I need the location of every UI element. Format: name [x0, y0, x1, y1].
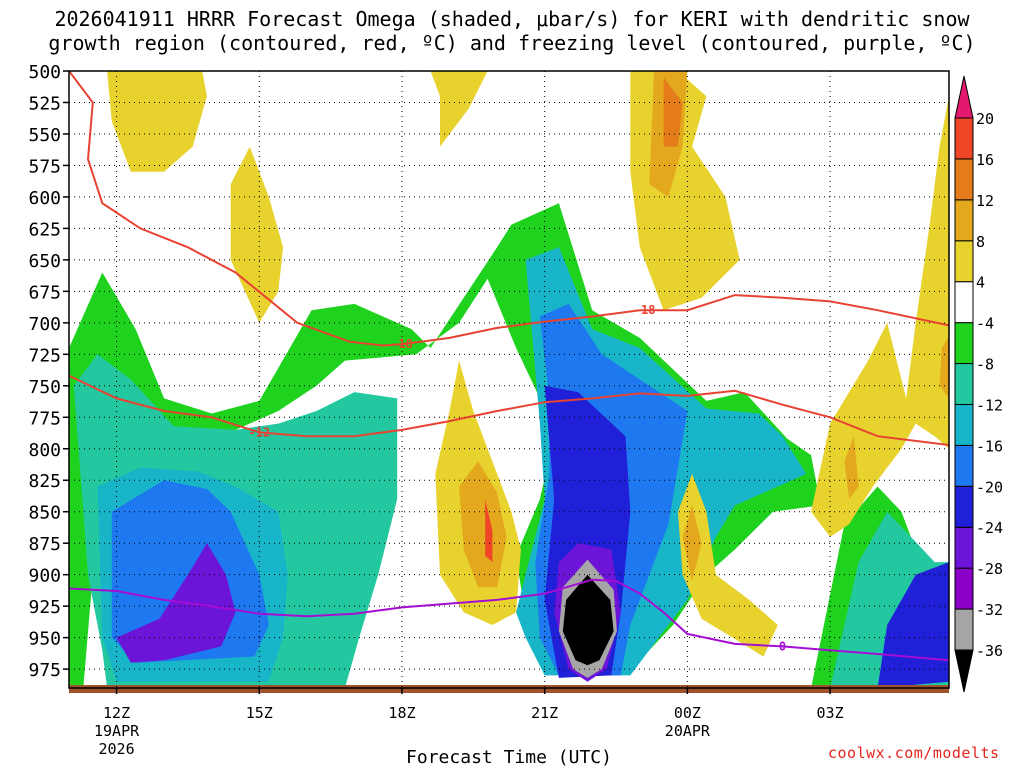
y-tick-label: 525	[28, 93, 61, 114]
y-tick-label: 825	[28, 471, 61, 492]
plot-frame	[68, 70, 950, 689]
contour-label: -18	[634, 303, 656, 317]
x-tick-label: 18Z	[388, 704, 415, 722]
y-tick-label: 650	[28, 251, 61, 272]
y-tick-label: 575	[28, 156, 61, 177]
source-footer: coolwx.com/modelts	[828, 744, 1000, 762]
colorbar-swatch	[954, 322, 974, 365]
colorbar-label: 8	[976, 233, 985, 251]
colorbar-label: -24	[976, 519, 1003, 537]
y-tick-label: 500	[28, 62, 61, 83]
colorbar-label: -12	[976, 396, 1003, 414]
omega-region-orange-right-lower	[682, 505, 702, 581]
colorbar-label: -4	[976, 315, 994, 333]
colorbar-min-triangle	[954, 649, 974, 693]
ground-surface-bar	[69, 685, 949, 693]
colorbar-swatch	[954, 485, 974, 528]
omega-region-orange-center	[459, 461, 507, 588]
y-tick-label: 950	[28, 629, 61, 650]
omega-region-yellow-mid	[230, 146, 284, 323]
omega-region-yellow-right-lower	[677, 473, 778, 657]
colorbar-label: -28	[976, 560, 1003, 578]
y-tick-label: 675	[28, 282, 61, 303]
x-axis-label: Forecast Time (UTC)	[406, 747, 612, 768]
chart-title-line-2: growth region (contoured, red, ºC) and f…	[48, 31, 976, 55]
colorbar-label: 16	[976, 151, 994, 169]
omega-region-orange-right-edge	[844, 436, 859, 500]
colorbar-label: -16	[976, 437, 1003, 455]
colorbar-label: -8	[976, 356, 994, 374]
y-tick-label: 925	[28, 597, 61, 618]
colorbar-swatch	[954, 403, 974, 446]
y-tick-label: 775	[28, 408, 61, 429]
y-tick-label: 625	[28, 219, 61, 240]
contour-label: -12	[248, 425, 270, 439]
colorbar-label: 20	[976, 110, 994, 128]
y-tick-label: 600	[28, 188, 61, 209]
y-tick-label: 550	[28, 125, 61, 146]
omega-region-yellow-topleft	[107, 71, 207, 172]
y-tick-label: 875	[28, 534, 61, 555]
omega-region-darkorange-topright	[663, 77, 683, 147]
colorbar-max-triangle	[954, 75, 974, 119]
y-tick-label: 725	[28, 345, 61, 366]
contour-label: -18	[391, 337, 413, 351]
colorbar-label: -36	[976, 642, 1003, 660]
x-tick-label: 00Z	[674, 704, 701, 722]
omega-region-yellow-right-edge	[811, 96, 949, 537]
contour-label: 0	[779, 639, 786, 653]
colorbar-swatch	[954, 567, 974, 610]
y-tick-label: 900	[28, 566, 61, 587]
colorbar-label: -20	[976, 478, 1003, 496]
x-tick-date-label: 20APR	[665, 722, 711, 740]
x-tick-label: 03Z	[817, 704, 844, 722]
contour-line	[69, 374, 949, 446]
colorbar-swatch	[954, 158, 974, 201]
contour-line	[69, 71, 949, 347]
omega-region-orange-right-edge2	[939, 335, 949, 399]
colorbar-label: 4	[976, 274, 985, 292]
colorbar-swatch	[954, 608, 974, 651]
x-tick-label: 12Z	[103, 704, 130, 722]
chart-title-line-1: 2026041911 HRRR Forecast Omega (shaded, …	[54, 7, 970, 31]
contour-line	[69, 578, 949, 662]
y-tick-label: 700	[28, 314, 61, 335]
colorbar-swatch	[954, 281, 974, 324]
colorbar-swatch	[954, 444, 974, 487]
colorbar-swatch	[954, 526, 974, 569]
y-tick-label: 800	[28, 440, 61, 461]
omega-region-purple-left	[116, 543, 236, 663]
y-tick-label: 750	[28, 377, 61, 398]
colorbar-swatch	[954, 199, 974, 242]
omega-region-red-center	[485, 499, 493, 563]
colorbar-swatch	[954, 363, 974, 405]
x-tick-label: 15Z	[246, 704, 273, 722]
x-tick-date-label: 19APR	[94, 722, 140, 740]
omega-region-black-center	[562, 574, 614, 666]
x-tick-label: 21Z	[531, 704, 558, 722]
colorbar-label: -32	[976, 601, 1003, 619]
colorbar-swatch	[954, 117, 974, 160]
omega-region-yellow-top-center	[430, 71, 488, 147]
y-tick-label: 975	[28, 660, 61, 681]
y-tick-label: 850	[28, 503, 61, 524]
colorbar-swatch	[954, 240, 974, 283]
x-tick-year-label: 2026	[99, 740, 135, 758]
colorbar-label: 12	[976, 192, 994, 210]
